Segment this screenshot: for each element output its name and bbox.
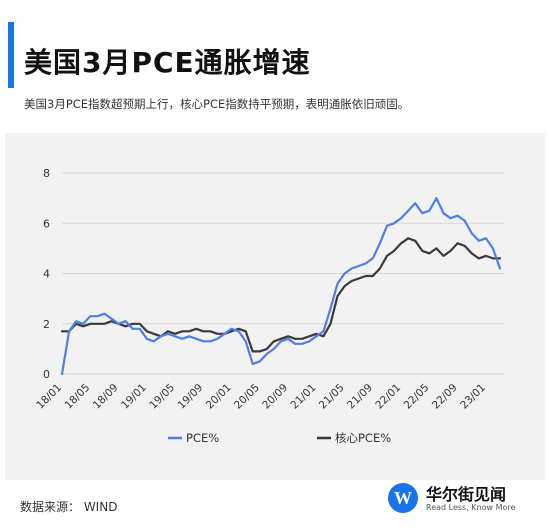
pce-series-line [60, 196, 502, 376]
x-tick-label: 18/01 [34, 382, 64, 412]
x-tick-label: 21/01 [289, 382, 319, 412]
legend-label-pce: PCE% [186, 431, 219, 445]
core-pce-series-line [60, 237, 502, 353]
x-tick-label: 22/01 [373, 382, 403, 412]
data-source: 数据来源： WIND [20, 500, 118, 514]
x-tick-label: 18/09 [91, 382, 121, 412]
x-tick-label: 23/01 [458, 382, 488, 412]
x-tick-label: 22/05 [402, 382, 432, 412]
y-tick-label: 2 [43, 318, 50, 331]
page-title: 美国3月PCE通胀增速 [24, 46, 311, 79]
page-subtitle: 美国3月PCE指数超预期上行，核心PCE指数持平预期，表明通胀依旧顽固。 [24, 97, 410, 111]
logo-name: 华尔街见闻 [426, 485, 507, 504]
x-tick-label: 21/05 [317, 382, 347, 412]
x-tick-label: 20/01 [204, 382, 234, 412]
x-tick-label: 22/09 [430, 382, 460, 412]
x-tick-label: 20/05 [232, 382, 262, 412]
x-tick-label: 21/09 [345, 382, 375, 412]
chart-panel: 0 2 4 6 8 18/01 18/05 18/09 19/01 19/05 19/09 20/01… [5, 133, 545, 480]
title-accent-bar [8, 22, 14, 88]
x-tick-label: 18/05 [62, 382, 92, 412]
y-tick-label: 0 [43, 368, 50, 381]
x-tick-label: 19/01 [119, 382, 149, 412]
logo-slogan: Read Less, Know More [426, 503, 516, 512]
y-tick-label: 8 [43, 167, 50, 180]
x-tick-label: 19/09 [176, 382, 206, 412]
logo-w-icon: W [388, 483, 418, 513]
y-tick-label: 4 [43, 268, 50, 281]
y-tick-label: 6 [43, 217, 50, 230]
x-tick-label: 20/09 [260, 382, 290, 412]
x-tick-label: 19/05 [147, 382, 177, 412]
legend-label-core-pce: 核心PCE% [335, 431, 391, 445]
brand-logo: W 华尔街见闻 Read Less, Know More [388, 479, 538, 521]
pce-line-chart: 0 2 4 6 8 18/0118/0518/0919/0119/0519/0920/01… [34, 167, 504, 445]
